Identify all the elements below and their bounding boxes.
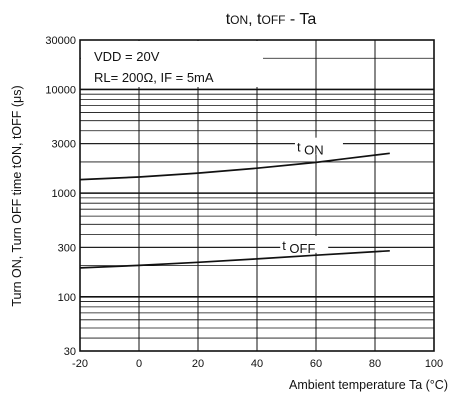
x-tick-label: 60 — [310, 358, 322, 370]
condition-rl-if: RL= 200Ω, IF = 5mA — [94, 70, 214, 85]
x-tick-label: -20 — [72, 358, 88, 370]
series-lines: t ON t OFF — [79, 137, 390, 269]
plot-frame — [79, 39, 435, 352]
series-label-bg — [280, 235, 329, 253]
x-tick-label: 20 — [192, 358, 204, 370]
y-tick-label: 30000 — [45, 35, 76, 47]
condition-vdd: VDD = 20V — [94, 49, 160, 64]
y-tick-label: 100 — [58, 292, 76, 304]
chart-title: tON, tOFF - Ta — [226, 11, 317, 28]
series-line-toff — [79, 249, 390, 269]
y-tick-label: 10000 — [45, 84, 76, 96]
y-tick-label: 30 — [64, 346, 76, 358]
x-tick-labels: -20 0 20 40 60 80 100 — [72, 358, 443, 370]
x-tick-label: 100 — [425, 358, 443, 370]
x-tick-label: 40 — [251, 358, 263, 370]
series-label-toff: t OFF — [282, 238, 315, 256]
series-label-bg — [294, 137, 343, 155]
y-tick-label: 300 — [58, 242, 76, 254]
y-axis-label: Turn ON, Turn OFF time tON, tOFF (μs) — [10, 85, 24, 306]
conditions-box — [81, 41, 263, 87]
x-axis-label: Ambient temperature Ta (°C) — [289, 378, 448, 392]
series-line-ton — [79, 152, 390, 181]
y-tick-labels: 30 100 300 1000 3000 10000 30000 — [45, 35, 76, 358]
y-tick-label: 3000 — [52, 139, 76, 151]
x-tick-label: 0 — [136, 358, 142, 370]
grid-lines — [80, 40, 434, 351]
series-label-ton: t ON — [297, 140, 324, 158]
y-tick-label: 1000 — [52, 188, 76, 200]
x-tick-label: 80 — [369, 358, 381, 370]
